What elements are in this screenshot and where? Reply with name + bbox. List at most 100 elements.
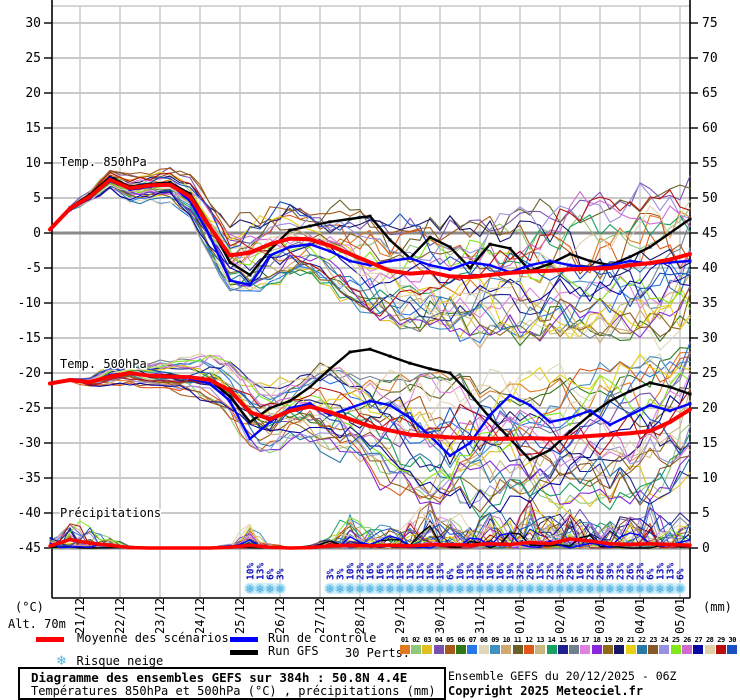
x-axis-date-label: 27/12 xyxy=(313,598,327,634)
left-axis-tick-label: -40 xyxy=(18,506,41,521)
snowflake-halo xyxy=(515,583,525,594)
member-color-swatch xyxy=(399,645,410,654)
snowflake-halo xyxy=(335,583,345,594)
snowflake-halo xyxy=(415,583,425,594)
snow-risk-percent-label: 6% xyxy=(446,568,457,580)
x-axis-date-labels: 21/12 22/12 23/12 24/12 25/12 26/12 27/12 28/12… xyxy=(73,598,687,634)
snow-legend-label: Risque neige xyxy=(76,654,164,668)
member-color-swatch xyxy=(422,645,433,654)
snowflake-halo xyxy=(645,583,655,594)
snowflake-icon: ❄ xyxy=(656,585,664,596)
temp850-member-line xyxy=(49,178,691,347)
member-number: 17 xyxy=(581,636,590,644)
legend-perts-label: 30 Perts. xyxy=(345,646,411,660)
temp500-member-line xyxy=(49,365,691,455)
snowflake-icon: ❄ xyxy=(256,585,264,596)
member-number: 10 xyxy=(502,636,511,644)
member-color-swatch xyxy=(501,645,512,654)
temp850-member-line xyxy=(49,187,691,304)
member-cell: 29 xyxy=(715,636,726,654)
diagram-title-box: Diagramme des ensembles GEFS sur 384h : … xyxy=(18,667,446,700)
snowflake-halo xyxy=(375,583,385,594)
snowflake-halo xyxy=(495,583,505,594)
member-color-swatch xyxy=(512,645,523,654)
snowflake-icon: ❄ xyxy=(246,585,254,596)
right-axis-tick-label: 20 xyxy=(702,401,718,416)
snow-risk-percent-label: 23% xyxy=(546,563,557,580)
member-color-swatch xyxy=(580,645,591,654)
member-color-strip: 01 02 03 04 05 06 07 08 09 10 11 12 13 14 15 16 17 18 19 20… xyxy=(399,636,738,654)
snowflake-icon: ❄ xyxy=(616,585,624,596)
temp850-member-line xyxy=(49,181,691,339)
member-cell: 30 xyxy=(727,636,738,654)
snow-risk-percent-label: 13% xyxy=(466,563,477,580)
left-axis-tick-label: -15 xyxy=(18,331,41,346)
snowflake-halo xyxy=(635,583,645,594)
member-color-swatch xyxy=(636,645,647,654)
member-color-swatch xyxy=(523,645,534,654)
member-cell: 14 xyxy=(546,636,557,654)
member-cell: 12 xyxy=(523,636,534,654)
right-axis-tick-label: 50 xyxy=(702,191,718,206)
copyright: Copyright 2025 Meteociel.fr xyxy=(448,684,644,698)
member-cell: 01 xyxy=(399,636,410,654)
snowflake-halo xyxy=(565,583,575,594)
snow-risk-percent-label: 13% xyxy=(406,563,417,580)
member-color-swatch xyxy=(569,645,580,654)
right-axis-tick-label: 15 xyxy=(702,436,718,451)
snowflake-halo xyxy=(275,583,285,594)
x-axis-date-label: 31/12 xyxy=(473,598,487,634)
snowflake-halo xyxy=(405,583,415,594)
member-cell: 19 xyxy=(602,636,613,654)
member-cell: 10 xyxy=(501,636,512,654)
member-color-swatch xyxy=(591,645,602,654)
member-color-swatch xyxy=(648,645,659,654)
snowflake-icon: ❄ xyxy=(336,585,344,596)
member-color-swatch xyxy=(659,645,670,654)
temp500-mean-line xyxy=(48,371,692,441)
temp850-member-line xyxy=(49,182,691,335)
member-number: 07 xyxy=(468,636,477,644)
snow-risk-percent-label: 39% xyxy=(606,563,617,580)
snow-risk-percent-label: 23% xyxy=(356,563,367,580)
panel-label-temp500: Temp. 500hPa xyxy=(60,357,147,371)
member-cell: 25 xyxy=(670,636,681,654)
snowflake-icon: ❄ xyxy=(276,585,284,596)
temp500-member-line xyxy=(49,355,691,500)
snowflake-halo xyxy=(485,583,495,594)
snow-risk-percent-label: 16% xyxy=(496,563,507,580)
member-color-swatch xyxy=(670,645,681,654)
snow-risk-percent-label: 29% xyxy=(566,563,577,580)
left-axis-tick-label: -35 xyxy=(18,471,41,486)
main-series-lines xyxy=(48,175,692,550)
right-axis-tick-label: 0 xyxy=(702,541,710,556)
member-color-swatch xyxy=(410,645,421,654)
x-axis-date-label: 05/01 xyxy=(673,598,687,634)
left-axis-tick-label: -30 xyxy=(18,436,41,451)
snowflake-halo xyxy=(385,583,395,594)
x-axis-date-label: 21/12 xyxy=(73,598,87,634)
left-axis-tick-label: 10 xyxy=(25,156,41,171)
snowflake-icon: ❄ xyxy=(486,585,494,596)
member-number: 27 xyxy=(694,636,703,644)
x-axis-date-label: 02/01 xyxy=(553,598,567,634)
member-cell: 20 xyxy=(614,636,625,654)
x-axis-date-label: 04/01 xyxy=(633,598,647,634)
snow-risk-percent-label: 10% xyxy=(246,563,257,580)
snowflake-halo xyxy=(575,583,585,594)
snowflake-icon: ❄ xyxy=(406,585,414,596)
temp850-member-line xyxy=(49,176,691,308)
snow-risk-percent-label: 26% xyxy=(596,563,607,580)
snowflake-icon: ❄ xyxy=(606,585,614,596)
snow-risk-percent-label: 32% xyxy=(556,563,567,580)
left-axis-tick-label: -20 xyxy=(18,366,41,381)
member-number: 24 xyxy=(660,636,669,644)
gfs-line-swatch xyxy=(230,650,258,655)
left-axis-tick-label: 15 xyxy=(25,121,41,136)
temp500-member-line xyxy=(49,372,691,505)
temp500-member-line xyxy=(49,375,691,503)
x-axis-date-label: 26/12 xyxy=(273,598,287,634)
snowflake-icon: ❄ xyxy=(506,585,514,596)
axes: 302520151050-5-10-15-20-25-30-35-40-4575… xyxy=(18,0,718,599)
